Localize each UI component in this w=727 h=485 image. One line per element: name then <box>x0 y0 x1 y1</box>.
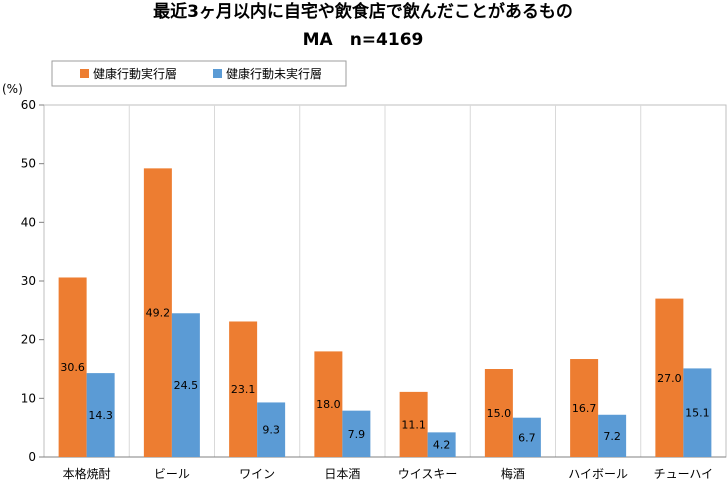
bar <box>655 298 684 457</box>
x-tick-label: 梅酒 <box>501 466 525 481</box>
data-label: 30.6 <box>60 361 85 374</box>
data-label: 7.2 <box>603 430 621 443</box>
bar <box>257 402 286 457</box>
data-label: 18.0 <box>316 398 341 411</box>
bar <box>399 391 428 457</box>
y-tick-label: 20 <box>21 333 36 347</box>
bar <box>570 359 599 457</box>
x-tick-label: ビール <box>154 467 190 481</box>
data-label: 23.1 <box>231 383 256 396</box>
legend-box <box>51 60 347 87</box>
bar <box>484 369 513 457</box>
bar <box>512 417 541 457</box>
x-tick-label: 日本酒 <box>324 467 360 481</box>
bar <box>314 351 343 457</box>
data-label: 15.1 <box>685 407 710 420</box>
data-label: 16.7 <box>572 402 597 415</box>
y-tick-label: 30 <box>21 274 36 288</box>
data-label: 15.0 <box>487 407 512 420</box>
bar <box>143 168 172 458</box>
legend-swatch <box>213 69 222 78</box>
bar <box>598 414 627 457</box>
x-tick-label: ワイン <box>239 467 275 481</box>
data-label: 11.1 <box>401 418 426 431</box>
x-tick-label: ウイスキー <box>398 467 458 481</box>
x-tick-label: 本格焼酎 <box>63 466 111 481</box>
legend-label: 健康行動実行層 <box>93 66 177 81</box>
y-tick-label: 50 <box>21 157 36 171</box>
bar <box>58 277 87 457</box>
legend-label: 健康行動未実行層 <box>226 66 322 81</box>
plot-area: 0 10 20 30 40 50 60 30.6 14.3 本格焼酎 49.2 24.5 ビール 23.1… <box>21 98 727 481</box>
x-tick-label: ハイボール <box>568 467 628 481</box>
bar <box>342 410 371 457</box>
chart-title: 最近3ヶ月以内に自宅や飲食店で飲んだことがあるもの <box>153 1 573 22</box>
bar <box>86 373 115 457</box>
data-label: 14.3 <box>88 409 113 422</box>
legend: 健康行動実行層 健康行動未実行層 <box>51 60 347 87</box>
legend-swatch <box>80 69 89 78</box>
data-label: 27.0 <box>657 372 682 385</box>
bar <box>427 432 456 457</box>
chart-subtitle: MA n=4169 <box>303 30 424 50</box>
data-label: 6.7 <box>518 431 536 444</box>
y-tick-label: 10 <box>21 391 36 405</box>
data-label: 9.3 <box>262 424 280 437</box>
y-tick-label: 40 <box>21 215 36 229</box>
y-tick-label: 60 <box>21 98 36 112</box>
bar <box>229 321 258 457</box>
x-tick-label: チューハイ <box>654 467 714 481</box>
data-label: 4.2 <box>433 439 451 452</box>
y-tick-label: 0 <box>28 450 36 464</box>
bar <box>171 313 200 457</box>
bar <box>683 368 712 457</box>
data-label: 7.9 <box>348 428 366 441</box>
data-label: 24.5 <box>174 379 199 392</box>
y-axis-unit-label: (%) <box>2 82 23 96</box>
data-label: 49.2 <box>146 307 171 320</box>
